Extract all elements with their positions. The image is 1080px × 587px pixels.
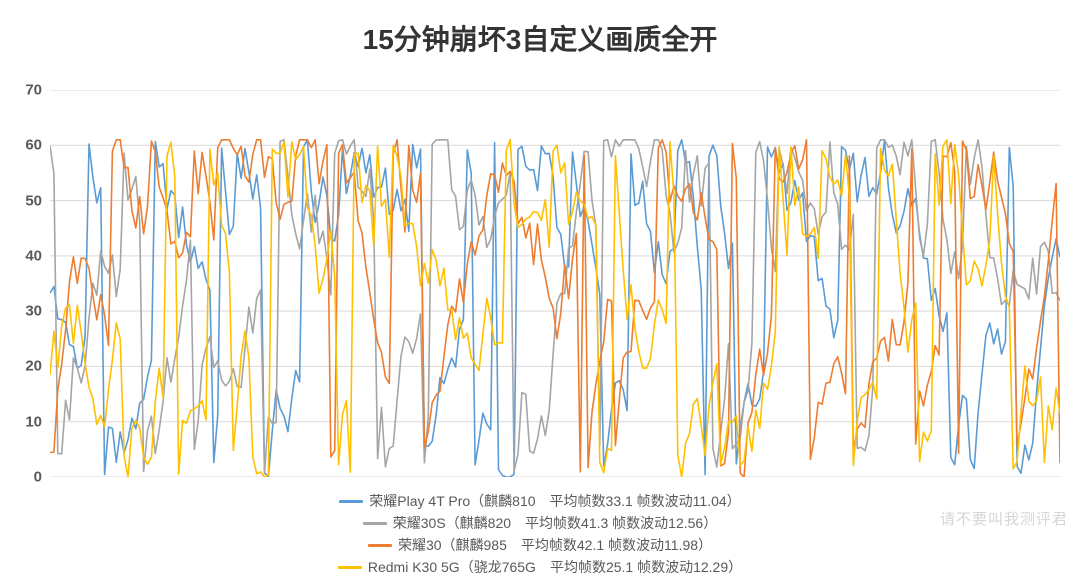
y-tick-label: 10: [25, 413, 50, 430]
legend-swatch: [368, 544, 392, 547]
y-tick-label: 40: [25, 247, 50, 264]
legend-item-play4tpro: 荣耀Play 4T Pro（麒麟810 平均帧数33.1 帧数波动11.04）: [339, 491, 740, 511]
legend-label: Redmi K30 5G（骁龙765G 平均帧数25.1 帧数波动12.29）: [368, 557, 742, 577]
y-tick-label: 0: [34, 469, 50, 486]
legend-item-honor30: 荣耀30（麒麟985 平均帧数42.1 帧数波动11.98）: [368, 535, 712, 555]
y-tick-label: 60: [25, 137, 50, 154]
chart-title: 15分钟崩坏3自定义画质全开: [0, 0, 1080, 58]
series-play4tpro: [50, 140, 1060, 477]
legend-item-honor30s: 荣耀30S（麒麟820 平均帧数41.3 帧数波动12.56）: [363, 513, 717, 533]
chart-container: 15分钟崩坏3自定义画质全开 010203040506070 荣耀Play 4T…: [0, 0, 1080, 587]
legend: 荣耀Play 4T Pro（麒麟810 平均帧数33.1 帧数波动11.04）荣…: [0, 491, 1080, 577]
plot-area: 010203040506070: [50, 90, 1060, 477]
legend-label: 荣耀30S（麒麟820 平均帧数41.3 帧数波动12.56）: [393, 513, 717, 533]
legend-label: 荣耀Play 4T Pro（麒麟810 平均帧数33.1 帧数波动11.04）: [369, 491, 740, 511]
y-tick-label: 20: [25, 358, 50, 375]
legend-swatch: [338, 566, 362, 569]
legend-swatch: [339, 500, 363, 503]
legend-label: 荣耀30（麒麟985 平均帧数42.1 帧数波动11.98）: [398, 535, 712, 555]
legend-item-k30: Redmi K30 5G（骁龙765G 平均帧数25.1 帧数波动12.29）: [338, 557, 742, 577]
legend-swatch: [363, 522, 387, 525]
y-tick-label: 30: [25, 303, 50, 320]
y-tick-label: 70: [25, 82, 50, 99]
plot-svg: [50, 90, 1060, 477]
y-tick-label: 50: [25, 192, 50, 209]
